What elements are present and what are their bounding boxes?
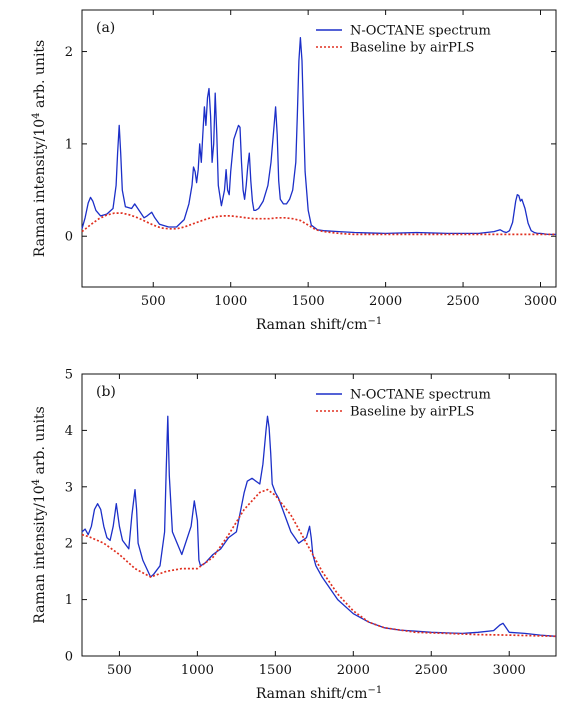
plot-frame — [81, 373, 557, 657]
y-tick-label: 0 — [65, 650, 73, 665]
x-axis-label-sup: −1 — [367, 316, 382, 327]
tick-marks — [82, 373, 556, 657]
y-axis-label-text: Raman intensity/10 — [32, 119, 48, 257]
y-axis-label-sup: 4 — [31, 112, 42, 118]
x-tick-label: 500 — [141, 294, 166, 309]
x-tick-label: 500 — [107, 663, 132, 678]
x-axis-label: Raman shift/cm−1 — [256, 685, 382, 703]
x-axis-label: Raman shift/cm−1 — [256, 316, 382, 334]
x-tick-label: 2500 — [415, 663, 448, 678]
y-tick-labels: 0 1 2 3 4 5 — [65, 368, 73, 665]
panel-label: (b) — [96, 384, 116, 400]
y-tick-label: 5 — [65, 368, 73, 383]
x-tick-label: 2500 — [447, 294, 480, 309]
y-axis-label: Raman intensity/104 arb. units — [31, 40, 49, 258]
x-tick-labels: 500 1000 1500 2000 2500 3000 — [141, 294, 557, 309]
legend-label-baseline: Baseline by airPLS — [350, 405, 474, 420]
x-tick-label: 1000 — [181, 663, 214, 678]
legend-label-spectrum: N-OCTANE spectrum — [350, 388, 491, 403]
tick-marks — [82, 10, 556, 287]
legend-label-baseline: Baseline by airPLS — [350, 41, 474, 56]
panel-a: 500 1000 1500 2000 2500 3000 0 1 2 (a) N-OCTANE… — [31, 9, 557, 334]
y-axis-label: Raman intensity/104 arb. units — [31, 406, 49, 624]
y-tick-label: 4 — [65, 424, 73, 439]
y-tick-label: 1 — [65, 593, 73, 608]
x-tick-label: 3000 — [524, 294, 557, 309]
x-axis-label-sup: −1 — [367, 685, 382, 696]
baseline-line — [81, 212, 556, 236]
x-tick-label: 2000 — [369, 294, 402, 309]
y-axis-label-sup: 4 — [31, 479, 42, 485]
legend-label-spectrum: N-OCTANE spectrum — [350, 24, 491, 39]
x-tick-label: 2000 — [337, 663, 370, 678]
y-axis-label-suffix: arb. units — [32, 40, 48, 113]
y-tick-label: 3 — [65, 480, 73, 495]
panel-label: (a) — [96, 20, 115, 36]
x-axis-label-text: Raman shift/cm — [256, 686, 368, 702]
x-tick-label: 1000 — [214, 294, 247, 309]
x-axis-label-text: Raman shift/cm — [256, 317, 368, 333]
series-group — [81, 37, 556, 236]
y-tick-label: 2 — [65, 537, 73, 552]
y-axis-label-suffix: arb. units — [32, 406, 48, 479]
y-tick-label: 1 — [65, 137, 73, 152]
legend: N-OCTANE spectrum Baseline by airPLS — [316, 388, 491, 420]
y-tick-label: 2 — [65, 45, 73, 60]
x-tick-label: 1500 — [259, 663, 292, 678]
legend: N-OCTANE spectrum Baseline by airPLS — [316, 24, 491, 56]
baseline-line — [81, 488, 557, 638]
y-tick-labels: 0 1 2 — [65, 45, 73, 245]
y-axis-label-text: Raman intensity/10 — [32, 485, 48, 623]
x-tick-labels: 500 1000 1500 2000 2500 3000 — [107, 663, 526, 678]
x-tick-label: 1500 — [292, 294, 325, 309]
spectrum-line — [81, 415, 557, 637]
plot-frame — [81, 9, 557, 288]
y-tick-label: 0 — [65, 230, 73, 245]
x-tick-label: 3000 — [493, 663, 526, 678]
spectrum-line — [81, 37, 556, 236]
panel-b: 500 1000 1500 2000 2500 3000 0 1 2 3 4 5 (b) N-OCT… — [31, 368, 557, 703]
series-group — [81, 415, 557, 638]
